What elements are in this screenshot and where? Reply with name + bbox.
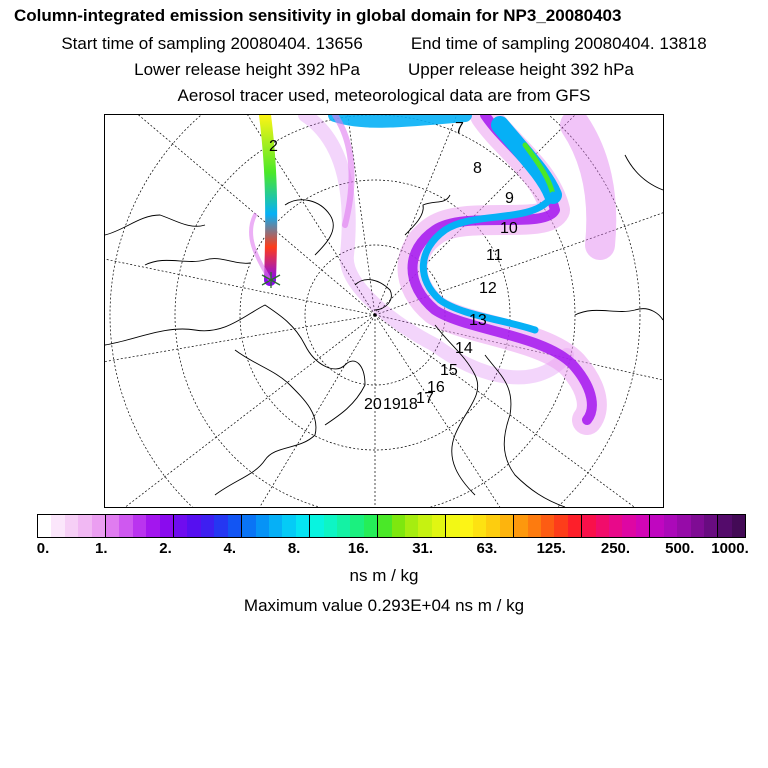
colorbar-segment bbox=[378, 515, 392, 537]
colorbar-segment bbox=[609, 515, 623, 537]
colorbar-segment bbox=[350, 515, 364, 537]
colorbar-segment bbox=[363, 515, 379, 537]
colorbar-segment bbox=[323, 515, 337, 537]
colorbar-segment bbox=[404, 515, 419, 537]
colorbar-segment bbox=[214, 515, 228, 537]
colorbar-segment bbox=[459, 515, 473, 537]
colorbar-tick-label: 63. bbox=[476, 540, 498, 557]
day-label: 12 bbox=[479, 280, 497, 297]
colorbar-segment bbox=[106, 515, 120, 537]
day-label: 2 bbox=[269, 138, 278, 155]
sampling-end: End time of sampling 20080404. 13818 bbox=[410, 34, 707, 53]
day-labels: 2 7 8 9 10 11 12 13 14 15 16 17 18 19 20 bbox=[269, 120, 518, 413]
colorbar-segment bbox=[282, 515, 296, 537]
sampling-times: Start time of sampling 20080404. 13656 En… bbox=[0, 34, 768, 54]
colorbar-segment bbox=[527, 515, 542, 537]
colorbar-segment bbox=[78, 515, 92, 537]
day-label: 13 bbox=[469, 312, 487, 329]
colorbar-segment bbox=[703, 515, 719, 537]
colorbar-tick-label: 4. bbox=[223, 540, 237, 557]
day-label: 8 bbox=[473, 160, 482, 177]
colorbar-segment bbox=[295, 515, 311, 537]
day-label: 19 bbox=[383, 396, 401, 413]
colorbar-segment bbox=[635, 515, 651, 537]
plot-title: Column-integrated emission sensitivity i… bbox=[14, 6, 622, 25]
colorbar-tick-label: 250. bbox=[600, 540, 631, 557]
colorbar-tick-label: 31. bbox=[412, 540, 434, 557]
day-label: 18 bbox=[400, 396, 418, 413]
colorbar-segment bbox=[731, 515, 746, 537]
colorbar-segment bbox=[227, 515, 243, 537]
colorbar-segment bbox=[567, 515, 583, 537]
colorbar-tick-label: 2. bbox=[159, 540, 172, 557]
colorbar-segment bbox=[391, 515, 405, 537]
colorbar-segment bbox=[64, 515, 79, 537]
colorbar-segment bbox=[677, 515, 691, 537]
day-label: 9 bbox=[505, 190, 514, 207]
colorbar-tick-label: 1000. bbox=[711, 540, 749, 557]
colorbar-segment bbox=[268, 515, 283, 537]
colorbar-segment bbox=[91, 515, 107, 537]
colorbar-segment bbox=[486, 515, 500, 537]
colorbar-segment bbox=[663, 515, 678, 537]
colorbar-segment bbox=[499, 515, 515, 537]
day-label: 14 bbox=[455, 340, 473, 357]
units-label: ns m / kg bbox=[349, 566, 419, 585]
release-lower: Lower release height 392 hPa bbox=[134, 60, 360, 79]
sampling-start: Start time of sampling 20080404. 13656 bbox=[61, 34, 363, 53]
colorbar-segment bbox=[554, 515, 568, 537]
colorbar-segment bbox=[514, 515, 528, 537]
emission-plume bbox=[249, 115, 617, 435]
map-panel: 2 7 8 9 10 11 12 13 14 15 16 17 18 19 20 bbox=[104, 114, 664, 508]
colorbar-segment bbox=[146, 515, 160, 537]
polar-map: 2 7 8 9 10 11 12 13 14 15 16 17 18 19 20 bbox=[105, 115, 663, 507]
coastlines bbox=[105, 154, 663, 507]
day-label: 7 bbox=[455, 120, 464, 137]
colorbar-segment bbox=[174, 515, 188, 537]
colorbar-segment bbox=[622, 515, 636, 537]
colorbar-segment bbox=[310, 515, 324, 537]
colorbar-segment bbox=[187, 515, 201, 537]
colorbar-segment bbox=[473, 515, 487, 537]
colorbar-tick-label: 0. bbox=[36, 540, 50, 557]
colorbar-tick-label: 125. bbox=[536, 540, 566, 557]
day-label: 16 bbox=[427, 379, 445, 396]
colorbar-segment bbox=[595, 515, 610, 537]
colorbar-segment bbox=[132, 515, 147, 537]
colorbar bbox=[37, 514, 746, 538]
colorbar-segment bbox=[336, 515, 351, 537]
colorbar-segment bbox=[446, 515, 460, 537]
colorbar-segment bbox=[718, 515, 732, 537]
colorbar-tick-label: 1. bbox=[95, 540, 108, 557]
release-upper: Upper release height 392 hPa bbox=[408, 60, 634, 79]
colorbar-segment bbox=[582, 515, 596, 537]
colorbar-tick-labels: 0. 1. 2. 4. 8. 16. 31. 63. 125. 250. 500. 1000. bbox=[0, 540, 768, 560]
colorbar-segment bbox=[541, 515, 555, 537]
max-value-label: Maximum value 0.293E+04 ns m / kg bbox=[243, 596, 525, 615]
day-label: 17 bbox=[416, 390, 434, 407]
colorbar-segment bbox=[431, 515, 447, 537]
tracer-note: Aerosol tracer used, meteorological data… bbox=[177, 86, 591, 105]
release-heights: Lower release height 392 hPa Upper releas… bbox=[0, 60, 768, 80]
day-label: 20 bbox=[364, 396, 382, 413]
colorbar-segment bbox=[650, 515, 664, 537]
colorbar-segment bbox=[119, 515, 133, 537]
colorbar-tick-label: 8. bbox=[287, 540, 301, 557]
colorbar-segment bbox=[38, 515, 52, 537]
colorbar-segment bbox=[51, 515, 65, 537]
colorbar-segment bbox=[200, 515, 215, 537]
release-site-marker bbox=[261, 272, 281, 288]
colorbar-tick-label: 500. bbox=[665, 540, 695, 557]
colorbar-segment bbox=[418, 515, 432, 537]
colorbar-segment bbox=[255, 515, 269, 537]
colorbar-tick-label: 16. bbox=[347, 540, 369, 557]
colorbar-segment bbox=[159, 515, 175, 537]
day-label: 11 bbox=[486, 247, 503, 264]
day-label: 10 bbox=[500, 220, 518, 237]
day-label: 15 bbox=[440, 362, 458, 379]
colorbar-segment bbox=[242, 515, 256, 537]
colorbar-segment bbox=[690, 515, 704, 537]
